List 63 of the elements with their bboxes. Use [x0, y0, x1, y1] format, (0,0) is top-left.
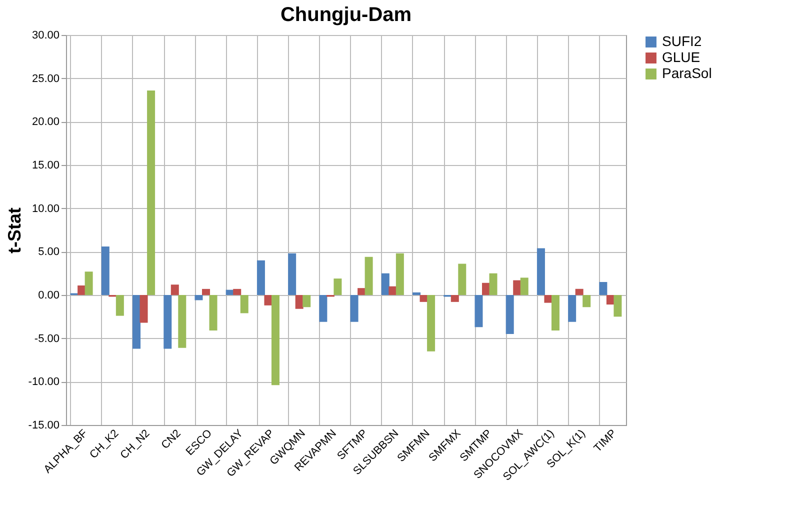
- bar: [209, 295, 218, 331]
- bar: [140, 295, 148, 323]
- y-tick-label: 5.00: [38, 246, 60, 258]
- bar: [334, 278, 342, 295]
- bar: [202, 288, 210, 295]
- bar: [489, 273, 498, 295]
- bar: [84, 272, 93, 295]
- bar: [427, 295, 436, 352]
- bar: [513, 280, 522, 295]
- bar: [116, 295, 124, 316]
- bar: [170, 284, 179, 295]
- y-tick-label: -10.00: [28, 376, 60, 388]
- bar: [147, 90, 156, 295]
- y-tick-label: 25.00: [32, 72, 60, 85]
- bar: [319, 295, 328, 322]
- bar: [582, 295, 591, 308]
- bar: [264, 295, 272, 306]
- y-tick-label: -5.00: [34, 332, 60, 345]
- bar: [233, 288, 242, 295]
- bar: [164, 295, 172, 349]
- y-tick-label: 30.00: [32, 30, 60, 42]
- bar: [358, 288, 366, 295]
- bar: [256, 260, 265, 295]
- bar: [194, 295, 203, 300]
- bar: [506, 295, 514, 334]
- bar: [350, 295, 358, 322]
- y-tick-label: 20.00: [32, 116, 60, 128]
- legend-label: SUFI2: [662, 33, 702, 49]
- bar: [295, 295, 304, 309]
- bar: [302, 295, 311, 308]
- bar: [381, 273, 390, 295]
- bar: [288, 253, 296, 295]
- bar: [412, 292, 421, 295]
- bar: [101, 246, 110, 295]
- legend-label: ParaSol: [662, 65, 712, 81]
- bar: [240, 295, 248, 314]
- bar: [599, 282, 608, 295]
- bar: [178, 295, 186, 348]
- chart-title: Chungju-Dam: [280, 4, 412, 26]
- bar: [568, 295, 576, 322]
- bar: [396, 253, 404, 295]
- bar: [474, 295, 483, 328]
- y-tick-label: 0.00: [38, 290, 60, 302]
- y-axis-title: t-Stat: [4, 208, 24, 254]
- legend-label: GLUE: [662, 49, 700, 65]
- y-tick-label: 10.00: [32, 202, 60, 215]
- bar: [271, 295, 280, 386]
- bar: [614, 295, 622, 317]
- bar: [544, 295, 552, 303]
- bar: [132, 295, 141, 349]
- y-tick-label: -15.00: [28, 420, 60, 432]
- bar: [458, 264, 466, 295]
- bar: [482, 282, 490, 295]
- bar: [520, 278, 528, 295]
- bar: [78, 285, 86, 295]
- bar: [551, 295, 560, 331]
- bar: [388, 286, 397, 295]
- x-tick-label: CN2: [159, 428, 184, 452]
- bar: [575, 288, 584, 295]
- y-tick-label: 15.00: [32, 160, 60, 172]
- bar: [364, 256, 373, 295]
- bar: [450, 295, 459, 302]
- bar: [536, 248, 545, 295]
